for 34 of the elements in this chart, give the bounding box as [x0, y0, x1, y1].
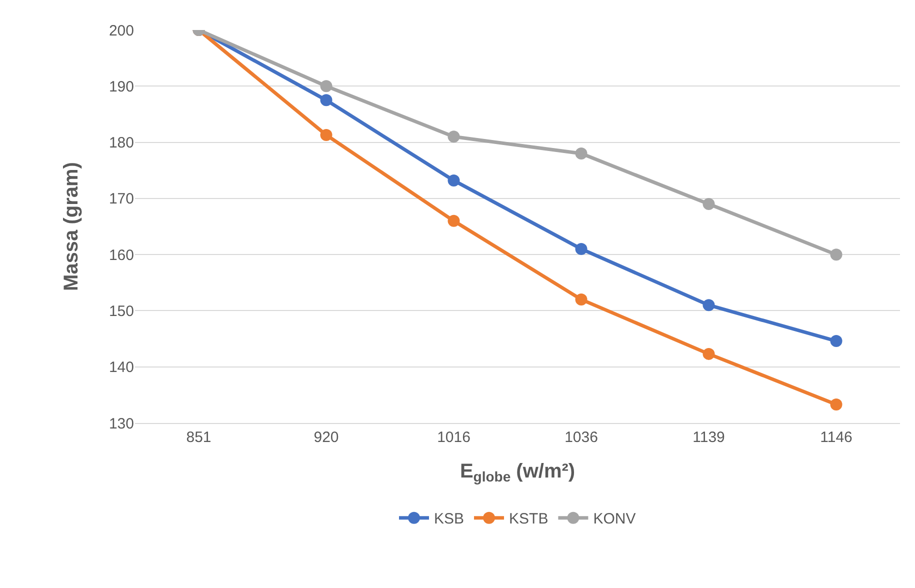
y-tick-label: 190 [108, 78, 134, 96]
legend-label: KSTB [509, 510, 548, 528]
x-tick-label: 851 [186, 429, 212, 446]
x-axis-title: E$_{globe}$ (w/m²) [460, 460, 576, 485]
y-tick-label: 150 [108, 302, 134, 320]
point [702, 348, 715, 360]
y-tick-label: 180 [108, 134, 134, 152]
y-tick-label: 160 [108, 246, 134, 264]
point [320, 80, 332, 92]
x-tick-label: 1146 [820, 429, 852, 446]
point [448, 214, 460, 227]
point [320, 128, 332, 141]
y-tick-label: 130 [108, 415, 134, 432]
point [575, 242, 588, 255]
point [448, 130, 460, 143]
y-tick-label: 140 [108, 359, 134, 376]
y-tick-label: 170 [108, 190, 134, 208]
point [830, 248, 842, 261]
y-tick-label: 200 [108, 22, 134, 40]
point [702, 299, 715, 312]
point [320, 94, 332, 106]
x-tick-label: 1016 [437, 429, 470, 446]
y-axis-title: Massa (gram) [60, 162, 82, 291]
x-tick-label: 920 [314, 429, 339, 446]
legend-label: KONV [593, 510, 636, 528]
point [575, 293, 588, 306]
point [830, 398, 842, 410]
point [830, 335, 842, 348]
legend-label: KSB [434, 510, 464, 528]
x-tick-label: 1036 [564, 429, 598, 446]
point [702, 198, 715, 210]
point [448, 174, 460, 186]
point [575, 148, 588, 160]
x-tick-label: 1139 [692, 429, 725, 446]
